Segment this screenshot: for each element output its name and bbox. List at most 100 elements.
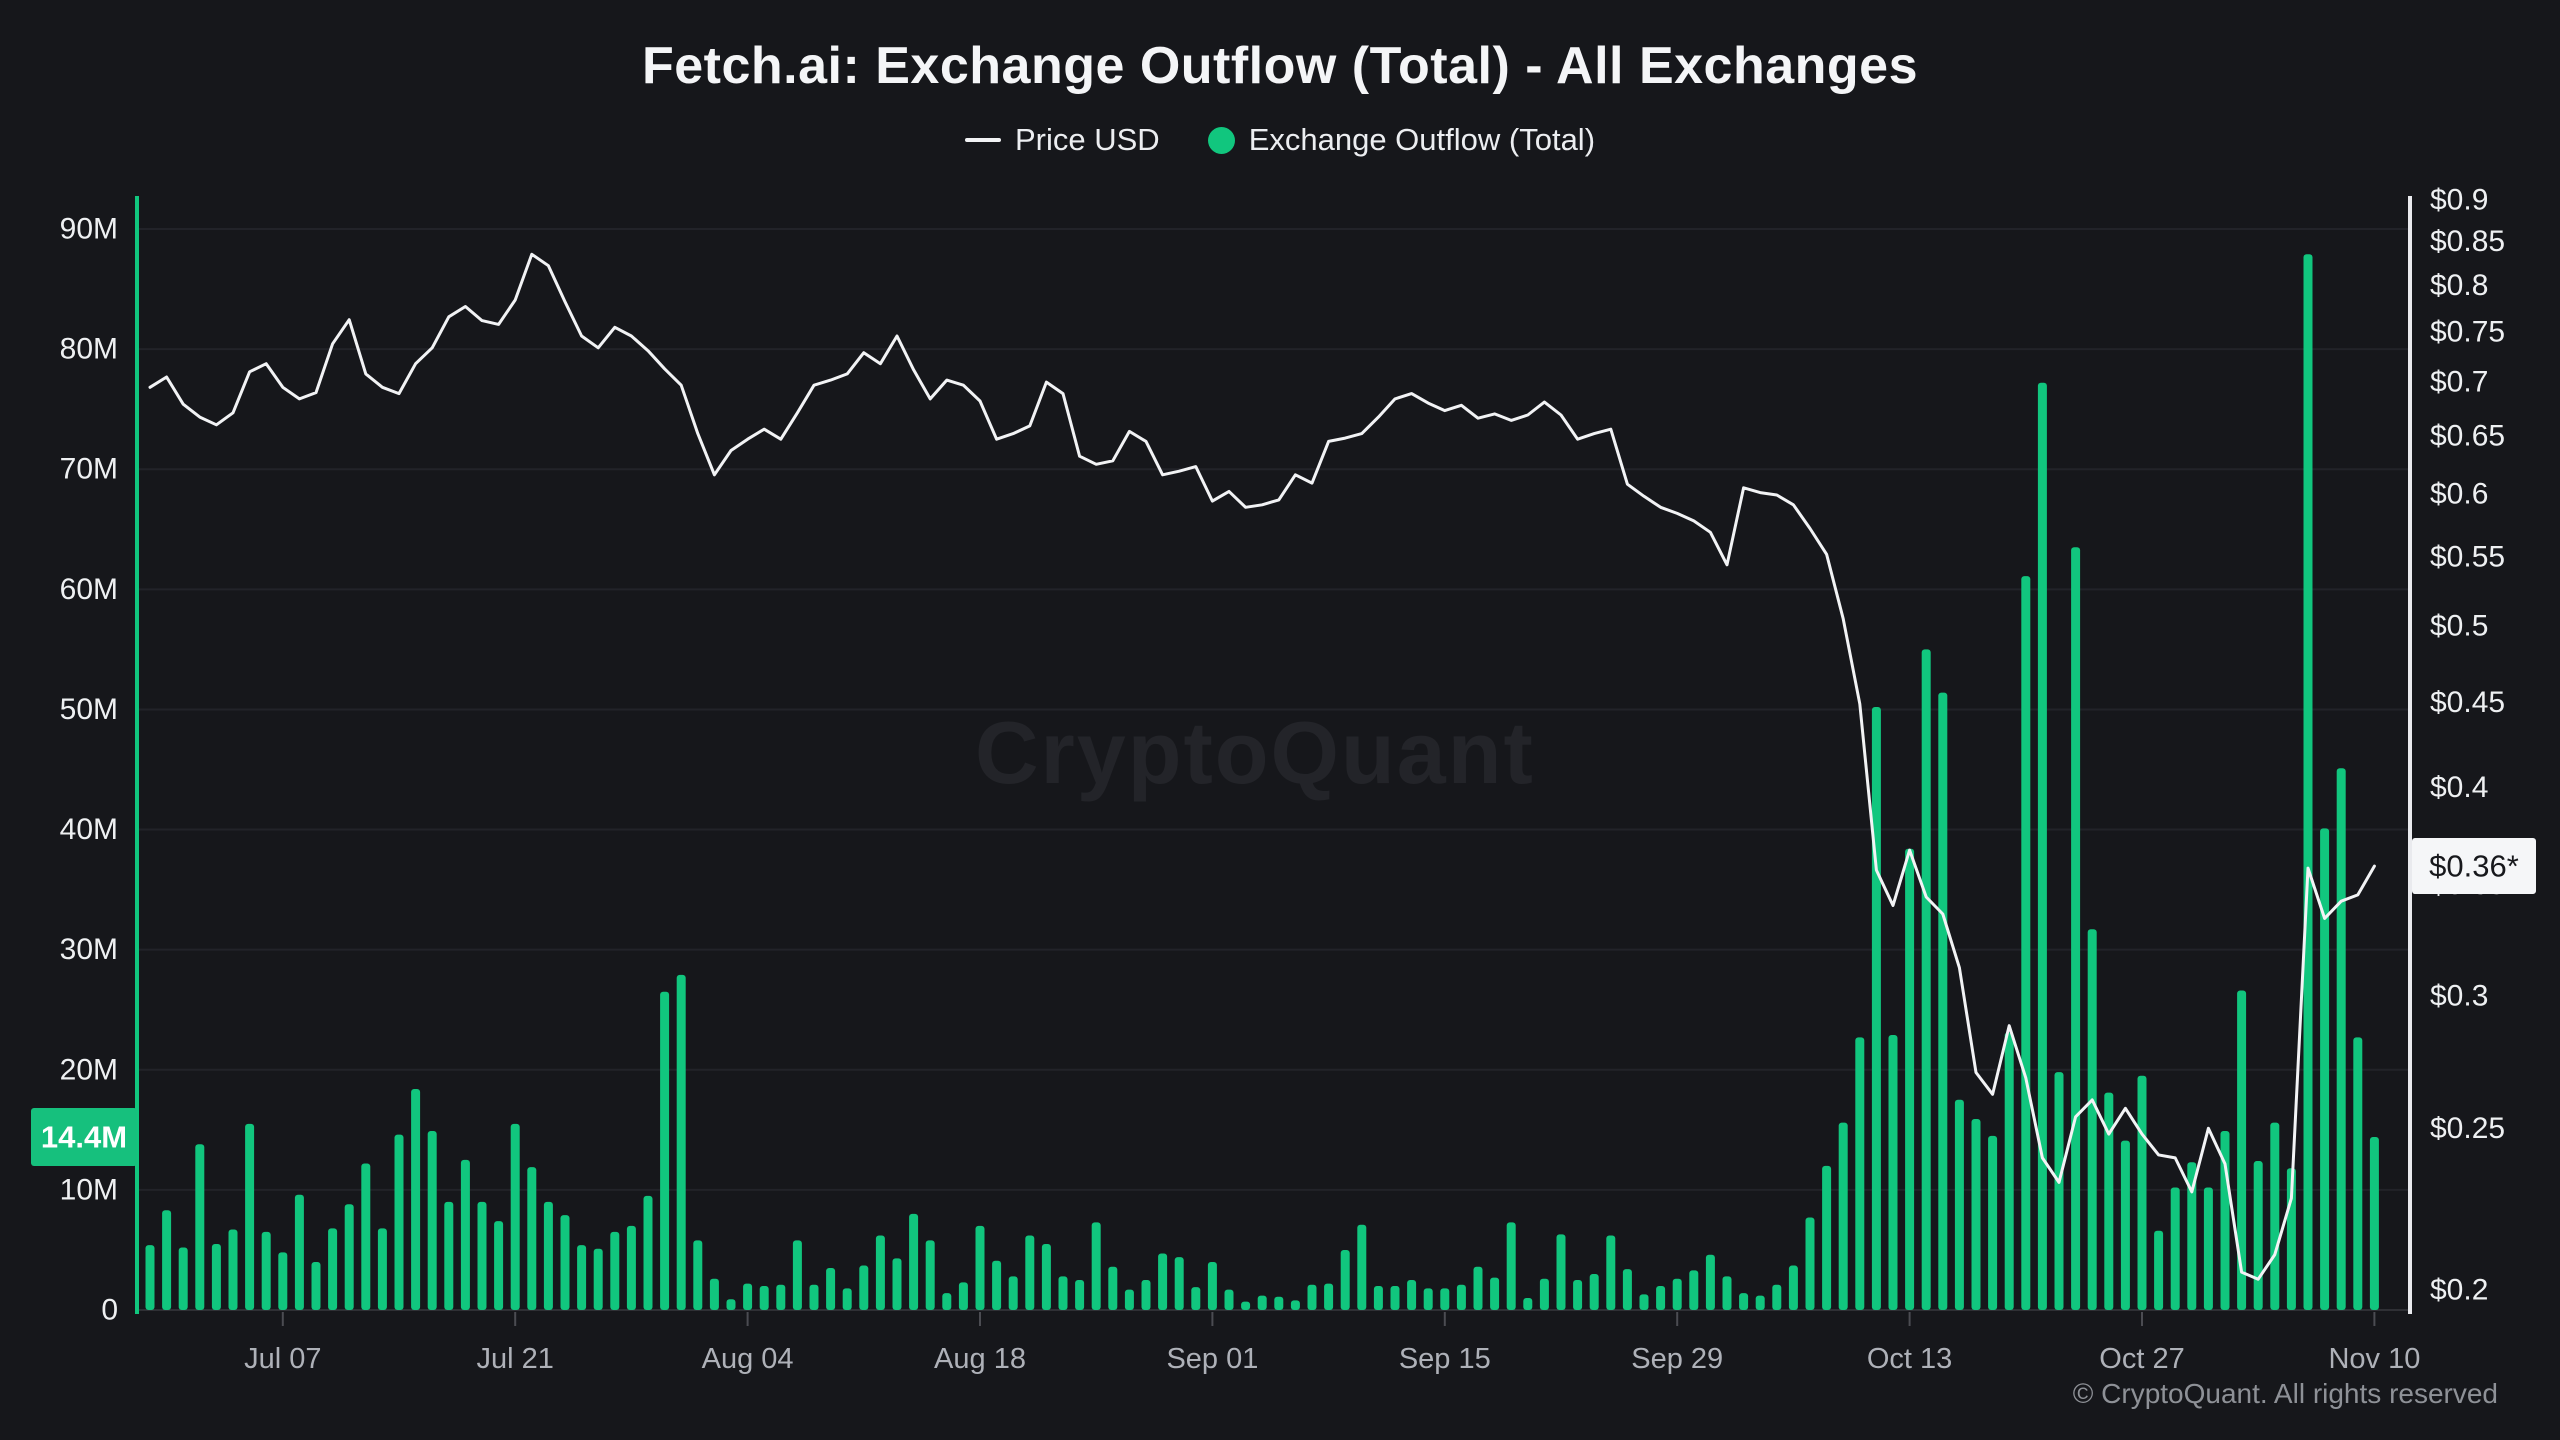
outflow-bar[interactable] [427,1131,437,1310]
outflow-bar[interactable] [577,1245,587,1310]
outflow-bar[interactable] [610,1231,620,1310]
outflow-bar[interactable] [1672,1278,1682,1310]
outflow-bar[interactable] [2187,1162,2197,1310]
outflow-bar[interactable] [958,1282,968,1310]
outflow-bar[interactable] [527,1167,537,1310]
outflow-bar[interactable] [1988,1135,1998,1310]
outflow-bar[interactable] [1805,1217,1815,1310]
outflow-bar[interactable] [278,1252,288,1310]
outflow-bar[interactable] [2203,1187,2213,1310]
outflow-bar[interactable] [1373,1285,1383,1310]
outflow-bar[interactable] [2037,382,2047,1311]
outflow-bar[interactable] [211,1243,221,1310]
outflow-bar[interactable] [1041,1243,1051,1310]
outflow-bar[interactable] [1539,1278,1549,1310]
outflow-bar[interactable] [195,1144,205,1310]
outflow-bar[interactable] [2137,1075,2147,1310]
outflow-bar[interactable] [2237,990,2247,1310]
outflow-bar[interactable] [477,1201,487,1310]
outflow-bar[interactable] [1224,1289,1234,1310]
outflow-bar[interactable] [361,1163,371,1310]
outflow-bar[interactable] [1290,1300,1300,1310]
outflow-bar[interactable] [925,1240,935,1310]
outflow-bar[interactable] [1141,1279,1151,1310]
outflow-bar[interactable] [1722,1276,1732,1310]
outflow-bar[interactable] [1589,1273,1599,1310]
outflow-bar[interactable] [1772,1284,1782,1310]
outflow-bar[interactable] [1108,1266,1118,1310]
outflow-bar[interactable] [1490,1277,1500,1310]
legend-item-outflow[interactable]: Exchange Outflow (Total) [1207,122,1595,158]
outflow-bar[interactable] [1407,1279,1417,1310]
outflow-bar[interactable] [676,974,686,1310]
outflow-bar[interactable] [1174,1257,1184,1310]
outflow-bar[interactable] [2120,1140,2130,1310]
outflow-bar[interactable] [1158,1253,1168,1310]
outflow-bar[interactable] [992,1260,1002,1310]
outflow-bar[interactable] [743,1283,753,1310]
outflow-bar[interactable] [1257,1295,1267,1310]
outflow-bar[interactable] [975,1225,985,1310]
outflow-bar[interactable] [1390,1285,1400,1310]
outflow-bar[interactable] [1357,1224,1367,1310]
outflow-bar[interactable] [1573,1279,1583,1310]
outflow-bar[interactable] [261,1231,271,1310]
outflow-bar[interactable] [294,1194,304,1310]
outflow-bar[interactable] [942,1293,952,1310]
outflow-bar[interactable] [1888,1034,1898,1310]
outflow-bar[interactable] [560,1215,570,1310]
outflow-bar[interactable] [1855,1037,1865,1310]
outflow-bar[interactable] [1739,1293,1749,1310]
outflow-bar[interactable] [859,1265,869,1310]
outflow-bar[interactable] [2270,1122,2280,1310]
outflow-bar[interactable] [1606,1235,1616,1310]
outflow-bar[interactable] [444,1201,454,1310]
outflow-bar[interactable] [1058,1276,1068,1310]
outflow-bar[interactable] [909,1213,919,1310]
outflow-bar[interactable] [2303,254,2313,1310]
outflow-bar[interactable] [1124,1289,1134,1310]
outflow-bar[interactable] [2170,1187,2180,1310]
outflow-bar[interactable] [2021,576,2031,1310]
outflow-bar[interactable] [2369,1137,2379,1310]
outflow-bar[interactable] [1523,1297,1533,1310]
outflow-bar[interactable] [1656,1285,1666,1310]
outflow-bar[interactable] [1822,1165,1832,1310]
outflow-bar[interactable] [245,1123,255,1310]
outflow-bar[interactable] [626,1225,636,1310]
outflow-bar[interactable] [660,991,670,1310]
outflow-bar[interactable] [228,1229,238,1310]
outflow-bar[interactable] [2253,1161,2263,1310]
outflow-bar[interactable] [875,1235,885,1310]
outflow-bar[interactable] [2004,1032,2014,1310]
outflow-bar[interactable] [145,1245,155,1310]
outflow-bar[interactable] [1938,692,1948,1310]
outflow-bar[interactable] [776,1284,786,1310]
outflow-bar[interactable] [726,1299,736,1310]
outflow-bar[interactable] [1241,1301,1251,1310]
outflow-bar[interactable] [809,1284,819,1310]
outflow-bar[interactable] [2104,1092,2114,1310]
outflow-bar[interactable] [1440,1288,1450,1310]
outflow-bar[interactable] [2336,768,2346,1310]
outflow-bar[interactable] [842,1288,852,1310]
outflow-bar[interactable] [344,1204,354,1310]
outflow-bar[interactable] [1191,1287,1201,1310]
outflow-bar[interactable] [1971,1119,1981,1310]
outflow-bar[interactable] [1622,1269,1632,1310]
outflow-bar[interactable] [826,1267,836,1310]
outflow-bar[interactable] [1689,1270,1699,1310]
outflow-bar[interactable] [377,1228,387,1310]
outflow-bar[interactable] [411,1088,421,1310]
outflow-bar[interactable] [1705,1254,1715,1310]
outflow-bar[interactable] [1921,649,1931,1310]
outflow-bar[interactable] [892,1258,902,1310]
outflow-bar[interactable] [1788,1265,1798,1310]
outflow-bar[interactable] [2154,1230,2164,1310]
outflow-bar[interactable] [2320,828,2330,1310]
outflow-bar[interactable] [460,1159,470,1310]
outflow-bar[interactable] [709,1278,719,1310]
outflow-bar[interactable] [162,1210,172,1310]
outflow-bar[interactable] [759,1285,769,1310]
